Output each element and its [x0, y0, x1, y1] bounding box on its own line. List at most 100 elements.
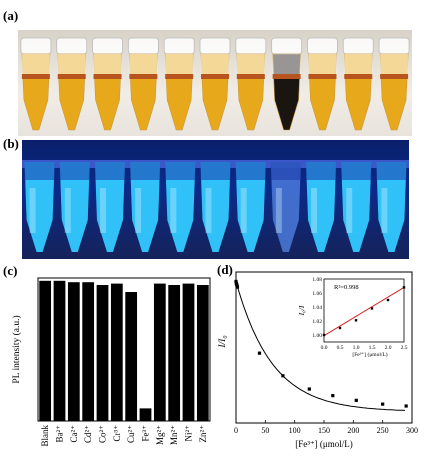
x-tick-label: Co²⁺ [98, 425, 108, 443]
data-point [234, 279, 238, 284]
fit-curve [235, 281, 406, 411]
tube-cap [20, 37, 52, 55]
tube-daylight [307, 37, 338, 131]
tube-uv-highlight [346, 188, 353, 233]
bar [82, 282, 95, 421]
inset-frame [323, 278, 405, 343]
tube-cap [271, 37, 303, 55]
tube-uv-top [165, 162, 196, 180]
tube-band [380, 74, 409, 79]
inset-y-axis-label: I₀/I [297, 305, 306, 316]
tube-uv-body [270, 162, 301, 252]
tubes-daylight-svg [20, 37, 410, 131]
tube-uv [130, 162, 161, 252]
tube-daylight [342, 37, 374, 131]
tube-uv [94, 162, 125, 252]
tube-uv-body [376, 162, 407, 252]
tube-cap [92, 37, 123, 55]
x-tick-label: Blank [40, 425, 50, 447]
tube-cap [127, 37, 159, 55]
tube-headspace [272, 54, 301, 74]
photo-tubes-daylight [18, 30, 412, 136]
bar [53, 280, 66, 421]
x-tick-label: 200 [347, 426, 359, 435]
tube-uv [306, 162, 337, 252]
inset-annotation: R²=0.998 [334, 284, 359, 291]
tube-band [165, 74, 194, 79]
x-tick-label: Ni²⁺ [184, 425, 194, 442]
x-tick-label: Cd²⁺ [83, 425, 93, 443]
tube-uv [270, 162, 301, 252]
inset-x-tick-label: 2.5 [401, 345, 408, 351]
tube-cap [163, 37, 195, 55]
tube-uv [59, 162, 90, 252]
tube-daylight [199, 37, 231, 131]
tube-band [308, 74, 337, 79]
tube-uv-top [270, 162, 301, 180]
x-axis-label: [Fe³⁺] (μmol/L) [295, 439, 353, 449]
tube-uv-body [24, 162, 55, 252]
x-tick-label: Cu²⁺ [126, 425, 136, 443]
panel-label-c: (c) [3, 263, 18, 278]
inset-fit-line [323, 286, 405, 337]
x-tick-label: 150 [318, 426, 330, 435]
tube-uv-body [200, 162, 231, 252]
tube-headspace [201, 54, 229, 74]
tube-band [57, 74, 86, 79]
tube-headspace [57, 54, 86, 74]
tube-daylight [92, 37, 123, 131]
inset-data-point [322, 333, 326, 337]
tube-uv-highlight [99, 188, 106, 233]
bar [39, 280, 52, 421]
tube-uv-highlight [240, 188, 247, 233]
bar [110, 283, 123, 421]
x-tick-label: Mg²⁺ [155, 425, 165, 445]
bar [153, 283, 166, 421]
inset-x-tick-label: 2.0 [385, 345, 392, 351]
data-point [381, 402, 385, 406]
tube-uv-body [341, 162, 372, 252]
tube-uv-body [94, 162, 125, 252]
tube-daylight [127, 37, 159, 131]
tube-band [272, 74, 301, 79]
tube-uv [235, 162, 266, 252]
tube-headspace [93, 54, 122, 74]
tube-cap [307, 37, 338, 55]
y-axis-label: PL intensity (a.u.) [11, 315, 22, 383]
bar [67, 282, 80, 421]
bar [182, 283, 195, 421]
tube-uv-top [341, 162, 372, 180]
tube-uv [200, 162, 231, 252]
tube-uv-body [59, 162, 90, 252]
inset-data-point [338, 326, 342, 330]
x-tick-label: Fe³⁺ [141, 425, 151, 442]
x-tick-label: 0 [234, 426, 238, 435]
inset-data-point [354, 319, 358, 322]
scatter-chart-quenching: 0 50 100 150 200 250 300 [Fe³⁺] (μmol/L) I/I₀ 0.0… [218, 271, 418, 449]
tube-uv-highlight [275, 188, 282, 233]
tube-uv-highlight [64, 188, 71, 233]
tube-headspace [236, 54, 265, 74]
bar [125, 292, 138, 421]
tube-uv-top [306, 162, 337, 180]
bar [139, 408, 152, 421]
panel-label-b: (b) [3, 136, 19, 151]
tube-band [21, 74, 50, 79]
x-tick-label: Mn²⁺ [169, 425, 179, 445]
tube-cap [199, 37, 231, 55]
data-point [331, 394, 335, 398]
tube-uv [376, 162, 407, 252]
tube-uv-top [59, 162, 90, 180]
tube-uv-top [24, 162, 55, 180]
tube-uv-top [235, 162, 266, 180]
x-tick-label: Zn²⁺ [198, 425, 208, 443]
data-point [307, 387, 311, 391]
tube-daylight [163, 37, 195, 131]
inset-y-tick-label: 1.06 [312, 291, 322, 297]
data-point [281, 374, 285, 378]
tube-uv-highlight [205, 188, 212, 233]
tubes-uv-svg [22, 160, 409, 252]
data-point [354, 398, 358, 402]
tube-uv [165, 162, 196, 252]
tube-uv [341, 162, 372, 252]
